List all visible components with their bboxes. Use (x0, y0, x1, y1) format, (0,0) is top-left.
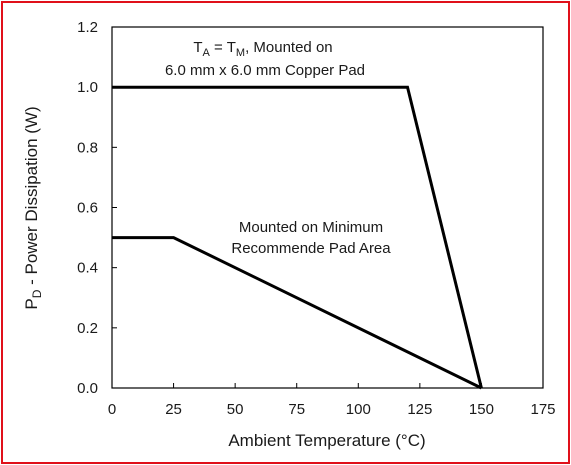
x-axis-title: Ambient Temperature (°C) (228, 431, 425, 450)
y-axis-title: PD - Power Dissipation (W) (22, 106, 44, 309)
x-tick-label: 175 (530, 401, 555, 418)
y-tick-label: 0.0 (77, 380, 98, 397)
x-tick-label: 25 (165, 401, 182, 418)
annotation-copper-pad-line1: TA = TM, Mounted on (193, 39, 332, 59)
annotation-copper-pad-line2: 6.0 mm x 6.0 mm Copper Pad (165, 62, 365, 79)
y-axis-title-subscript: D (30, 289, 44, 298)
x-tick-label: 100 (346, 401, 371, 418)
x-tick-label: 125 (407, 401, 432, 418)
y-axis-ticks: 0.0 0.2 0.4 0.6 0.8 1.0 1.2 (77, 19, 117, 397)
y-axis-title-rest: - Power Dissipation (W) (22, 106, 41, 289)
y-tick-label: 0.4 (77, 260, 98, 277)
x-tick-label: 50 (227, 401, 244, 418)
y-tick-label: 0.8 (77, 139, 98, 156)
plot-area (111, 26, 544, 389)
x-tick-label: 75 (288, 401, 305, 418)
y-axis-title-prefix: P (22, 298, 41, 309)
y-tick-label: 0.2 (77, 320, 98, 337)
x-tick-label: 150 (469, 401, 494, 418)
annotation-minimum-pad-line1: Mounted on Minimum (239, 219, 383, 236)
annotation-minimum-pad-line2: Recommende Pad Area (231, 240, 391, 257)
x-tick-label: 0 (108, 401, 116, 418)
y-tick-label: 1.2 (77, 19, 98, 36)
series-line-1 (112, 85, 483, 389)
series-line-2 (112, 236, 483, 390)
series-layer (112, 85, 483, 390)
y-tick-label: 0.6 (77, 200, 98, 217)
y-tick-label: 1.0 (77, 79, 98, 96)
x-axis-ticks: 0 25 50 75 100 125 150 175 (108, 383, 556, 418)
